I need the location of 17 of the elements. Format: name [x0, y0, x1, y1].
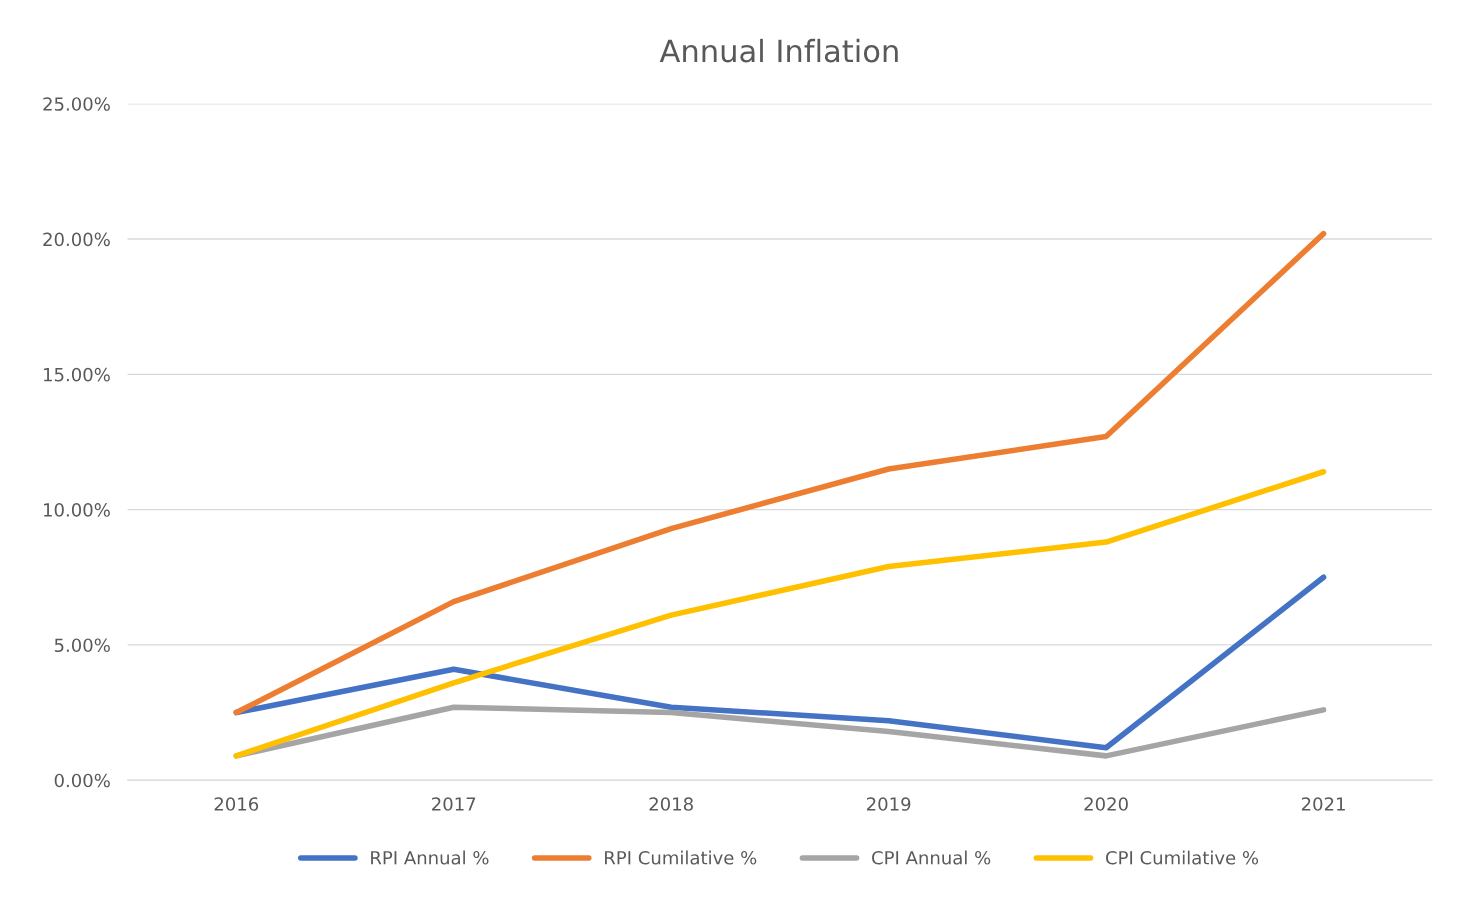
x-tick-label: 2016 — [214, 797, 259, 811]
y-tick-label: 10.00% — [44, 503, 110, 517]
chart-title: Annual Inflation — [659, 38, 898, 63]
legend-label: CPI Cumilative % — [1106, 850, 1259, 865]
y-tick-label: 25.00% — [43, 97, 110, 111]
x-tick-label: 2017 — [432, 797, 476, 811]
y-tick-label: 15.00% — [44, 367, 110, 382]
y-tick-label: 5.00% — [54, 638, 110, 653]
legend-label: CPI Annual % — [872, 850, 991, 865]
legend-label: RPI Cumilative % — [605, 850, 757, 865]
y-tick-label: 0.00% — [54, 773, 110, 788]
x-tick-label: 2019 — [866, 797, 911, 811]
y-tick-label: 20.00% — [43, 232, 110, 247]
legend-label: RPI Annual % — [371, 850, 489, 865]
x-tick-label: 2018 — [649, 797, 693, 811]
x-tick-label: 2021 — [1301, 797, 1345, 811]
x-tick-label: 2020 — [1084, 797, 1128, 811]
